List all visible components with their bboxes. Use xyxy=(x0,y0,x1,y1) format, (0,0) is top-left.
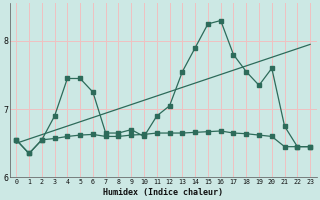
X-axis label: Humidex (Indice chaleur): Humidex (Indice chaleur) xyxy=(103,188,223,197)
